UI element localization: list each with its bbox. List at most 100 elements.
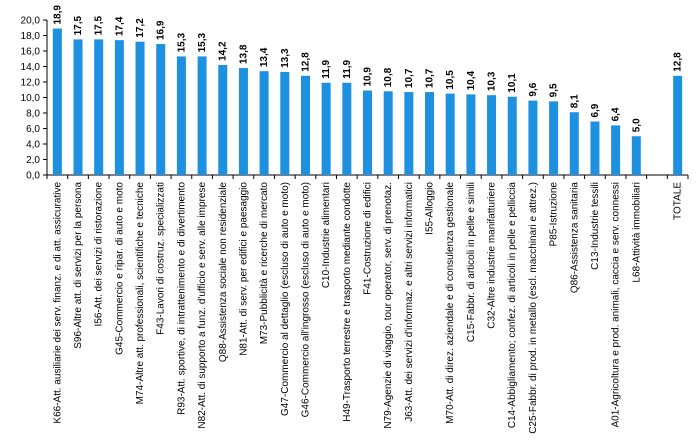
bar xyxy=(363,90,372,175)
axes: 0,0 2,0 4,0 6,0 8,0 10,0 12,0 14,0 16,0 18,0 20,0 xyxy=(21,16,689,182)
data-label: 11,9 xyxy=(321,59,332,78)
category-label: H49-Trasporto terrestre e trasporto medi… xyxy=(342,182,353,422)
category-label: C15-Fabbr. di articoli in pelle e simili xyxy=(466,182,477,342)
bar xyxy=(590,121,600,175)
bar xyxy=(569,112,579,175)
category-label: K66-Att. ausiliarie dei serv. finanz. e … xyxy=(52,182,63,424)
data-label: 13,8 xyxy=(238,44,249,64)
y-tick-label: 10,0 xyxy=(21,93,41,104)
category-label: M74-Altre att. professionali, scientific… xyxy=(135,182,146,405)
data-labels: 18,9 17,5 17,5 17,4 17,2 16,9 15,3 15,3 14,2 13,8… xyxy=(52,5,683,133)
bar xyxy=(673,75,683,175)
category-label: G45-Commercio e ripar. di auto e moto xyxy=(114,182,125,355)
category-label: R93-Att. sportive, di intrattenimento e … xyxy=(176,182,187,415)
category-label: F43-Lavori di costruz. specializzati xyxy=(156,182,167,335)
data-label: 17,5 xyxy=(94,15,105,35)
bar xyxy=(321,82,331,175)
category-label: M73-Pubblicità e ricerche di mercato xyxy=(259,182,270,345)
y-tick-label: 20,0 xyxy=(21,16,41,27)
data-label: 5,0 xyxy=(631,118,642,132)
category-label: N81-Att. di serv. per edifici e paesaggi… xyxy=(238,182,249,356)
category-label: P85-Istruzione xyxy=(549,182,560,247)
bar xyxy=(114,40,124,176)
category-label: C13-Industrie tessili xyxy=(590,182,601,270)
category-label: N79-Agenzie di viaggio, tour operator, s… xyxy=(383,182,394,429)
category-label: N82-Att. di supporto a funz. d'ufficio e… xyxy=(197,182,208,429)
bar xyxy=(549,101,559,176)
category-label: A01-Agricoltura e prod. animali, caccia … xyxy=(611,182,622,427)
data-label: 9,5 xyxy=(549,83,560,97)
data-label: 10,7 xyxy=(404,68,415,88)
category-label: M70-Att. di direz. aziendale e di consul… xyxy=(445,182,456,424)
bar xyxy=(280,71,290,175)
category-label: I55-Alloggio xyxy=(425,182,436,235)
bar xyxy=(218,64,228,175)
data-label: 10,5 xyxy=(445,70,456,90)
bar xyxy=(611,125,621,175)
bar xyxy=(383,91,393,175)
category-label: L68-Attività immobiliari xyxy=(631,182,642,283)
data-label: 9,6 xyxy=(528,82,539,96)
data-label: 13,4 xyxy=(259,47,270,67)
category-label: C25-Fabbr. di prod. in metallo (escl. ma… xyxy=(528,182,539,434)
data-label: 10,9 xyxy=(363,67,374,87)
category-label: G47-Commercio al dettaglio (escluso di a… xyxy=(280,182,291,416)
bar xyxy=(445,93,455,176)
data-label: 12,8 xyxy=(673,52,684,72)
category-label: TOTALE xyxy=(673,182,684,220)
data-label: 10,8 xyxy=(383,67,394,87)
y-tick-label: 6,0 xyxy=(26,124,40,135)
category-label: F41-Costruzione di edifici xyxy=(363,182,374,295)
y-tick-label: 14,0 xyxy=(21,62,41,73)
bar xyxy=(404,92,414,175)
bar xyxy=(259,71,269,175)
data-label: 10,7 xyxy=(425,68,436,88)
category-label: Q86-Assistenza sanitaria xyxy=(569,182,580,294)
bar xyxy=(94,39,104,176)
bar xyxy=(197,56,207,175)
data-label: 17,4 xyxy=(114,16,125,36)
data-label: 10,3 xyxy=(487,71,498,91)
category-label: C14-Abbigliamento; confez. di articoli i… xyxy=(507,182,518,429)
bar xyxy=(528,100,538,175)
y-tick-label: 8,0 xyxy=(26,109,40,120)
data-label: 17,2 xyxy=(135,18,146,38)
category-label: G46-Commercio all'ingrosso (escluso di a… xyxy=(300,182,311,417)
data-label: 15,3 xyxy=(197,33,208,53)
bar xyxy=(176,56,186,175)
data-label: 15,3 xyxy=(176,33,187,53)
category-label: I56-Att. dei servizi di ristorazione xyxy=(94,182,105,327)
data-label: 18,9 xyxy=(52,5,63,25)
bar xyxy=(135,41,145,176)
bar xyxy=(300,75,310,175)
y-tick-label: 4,0 xyxy=(26,140,40,151)
bar xyxy=(342,82,352,175)
data-label: 16,9 xyxy=(156,20,167,40)
bar xyxy=(631,136,641,175)
y-tick-label: 18,0 xyxy=(21,31,41,42)
category-label: S96-Altre att. di servizi per la persona xyxy=(73,182,84,349)
category-label: J63-Att. dei servizi d'informaz. e altri… xyxy=(404,182,415,422)
category-label: C32-Altre industrie manifatturiere xyxy=(487,182,498,329)
bar xyxy=(466,94,476,175)
bar xyxy=(487,95,497,175)
data-label: 14,2 xyxy=(218,41,229,61)
bar xyxy=(238,68,248,175)
category-label: Q88-Assistenza sociale non residenziale xyxy=(218,182,229,363)
data-label: 11,9 xyxy=(342,59,353,78)
category-labels: K66-Att. ausiliarie dei serv. finanz. e … xyxy=(52,182,683,434)
bar xyxy=(73,39,83,176)
data-label: 13,3 xyxy=(280,48,291,68)
y-tick-label: 2,0 xyxy=(26,155,40,166)
data-label: 6,9 xyxy=(590,103,601,117)
data-label: 17,5 xyxy=(73,15,84,35)
category-label: C10-Industrie alimentari xyxy=(321,182,332,288)
y-tick-label: 12,0 xyxy=(21,78,41,89)
data-label: 10,1 xyxy=(507,73,518,93)
bars xyxy=(52,28,683,176)
y-tick-label: 0,0 xyxy=(26,171,40,182)
data-label: 10,4 xyxy=(466,70,477,90)
data-label: 6,4 xyxy=(611,107,622,121)
